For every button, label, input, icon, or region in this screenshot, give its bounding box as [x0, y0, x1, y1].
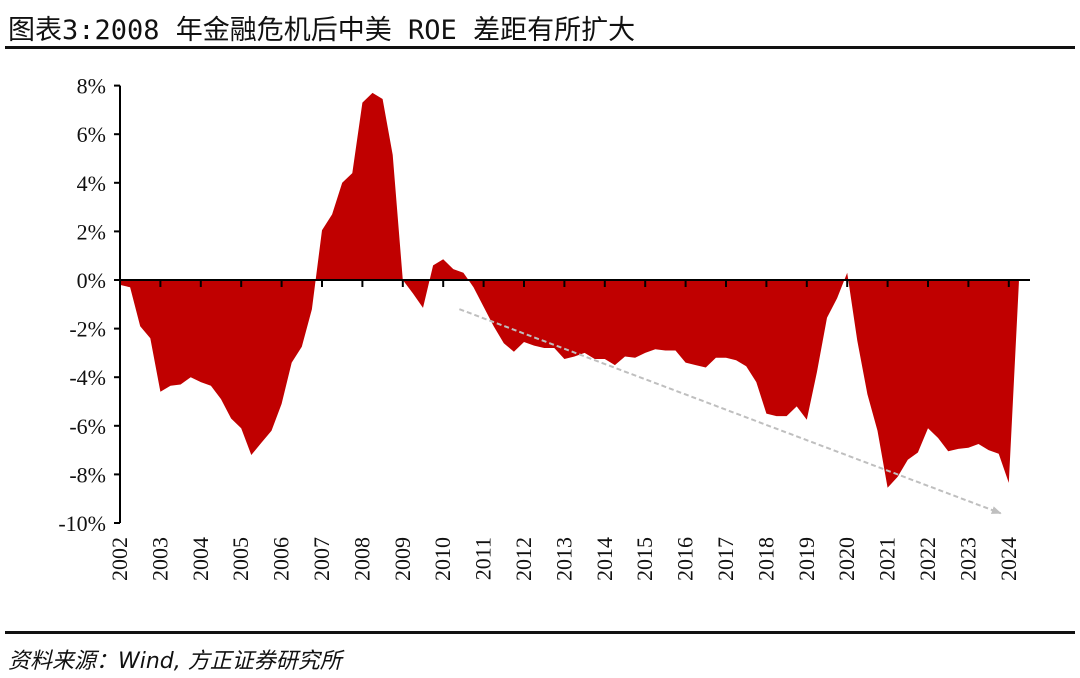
- y-tick-label: 4%: [77, 171, 106, 196]
- x-tick-label: 2020: [834, 537, 859, 581]
- y-tick-label: 6%: [77, 122, 106, 147]
- x-tick-label: 2018: [753, 537, 778, 581]
- x-tick-label: 2002: [107, 537, 132, 581]
- x-tick-label: 2008: [349, 537, 374, 581]
- source-divider: [5, 631, 1075, 634]
- x-tick-label: 2005: [228, 537, 253, 581]
- y-tick-label: -8%: [69, 462, 106, 487]
- y-tick-label: 0%: [77, 268, 106, 293]
- x-tick-label: 2012: [511, 537, 536, 581]
- x-tick-label: 2010: [430, 537, 455, 581]
- x-tick-label: 2022: [915, 537, 940, 581]
- y-tick-label: -10%: [58, 511, 106, 536]
- y-tick-label: -6%: [69, 414, 106, 439]
- title-divider: [5, 46, 1075, 49]
- x-tick-label: 2019: [794, 537, 819, 581]
- y-tick-label: -2%: [69, 317, 106, 342]
- x-tick-label: 2011: [471, 537, 496, 580]
- source-note: 资料来源：Wind, 方正证券研究所: [8, 649, 342, 674]
- x-tick-label: 2024: [996, 537, 1021, 581]
- x-tick-label: 2014: [592, 537, 617, 581]
- roe-gap-area: [120, 92, 1019, 488]
- x-tick-label: 2015: [632, 537, 657, 581]
- x-tick-label: 2007: [309, 537, 334, 581]
- x-tick-label: 2021: [875, 537, 900, 581]
- x-tick-label: 2009: [390, 537, 415, 581]
- trend-arrow: [459, 308, 1002, 515]
- x-tick-label: 2006: [269, 537, 294, 581]
- x-tick-label: 2004: [188, 537, 213, 581]
- y-tick-label: 8%: [77, 74, 106, 99]
- x-tick-label: 2016: [673, 537, 698, 581]
- x-tick-label: 2017: [713, 537, 738, 581]
- x-tick-label: 2013: [551, 537, 576, 581]
- y-tick-label: 2%: [77, 219, 106, 244]
- x-tick-label: 2003: [147, 537, 172, 581]
- y-tick-label: -4%: [69, 365, 106, 390]
- chart-title: 图表3:2008 年金融危机后中美 ROE 差距有所扩大: [8, 15, 636, 46]
- x-tick-label: 2023: [955, 537, 980, 581]
